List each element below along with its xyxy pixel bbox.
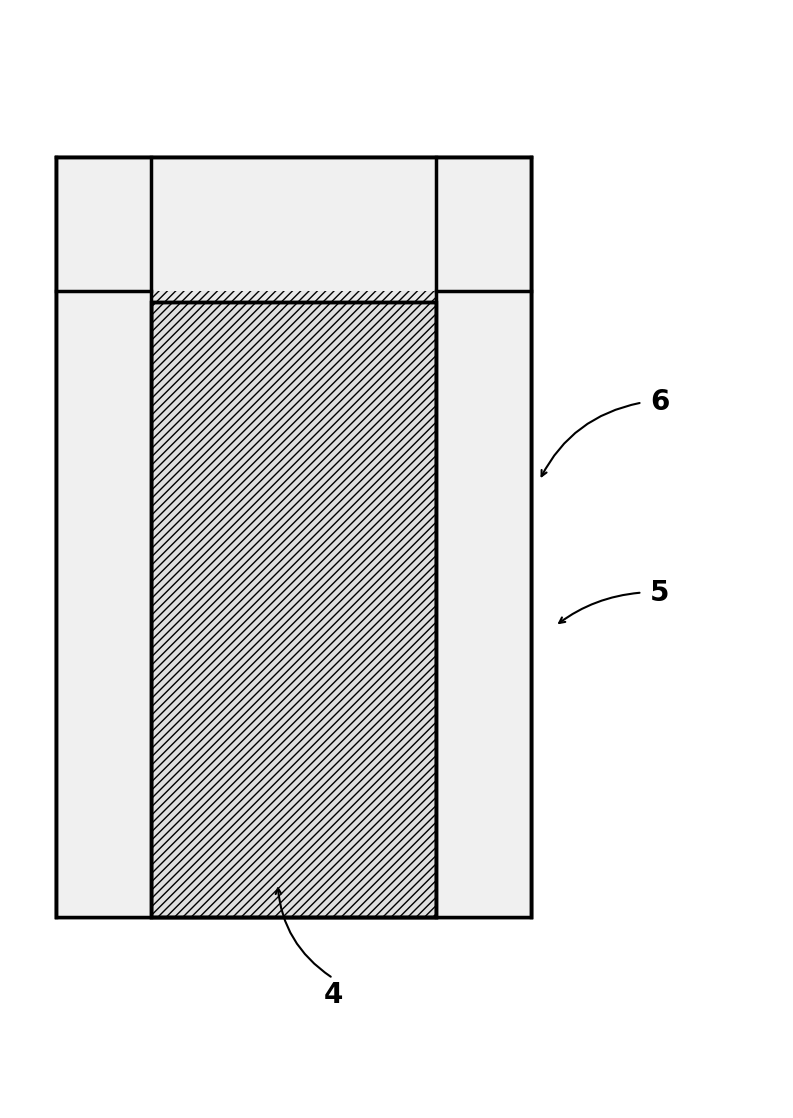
Bar <box>151 302 436 917</box>
Bar <box>56 157 531 917</box>
Text: 6: 6 <box>650 388 669 417</box>
Bar <box>151 302 436 917</box>
Bar <box>436 157 531 917</box>
Text: 5: 5 <box>650 578 670 607</box>
Bar <box>56 157 531 917</box>
Text: 4: 4 <box>324 980 343 1010</box>
Bar <box>56 157 531 291</box>
Bar <box>56 157 151 917</box>
